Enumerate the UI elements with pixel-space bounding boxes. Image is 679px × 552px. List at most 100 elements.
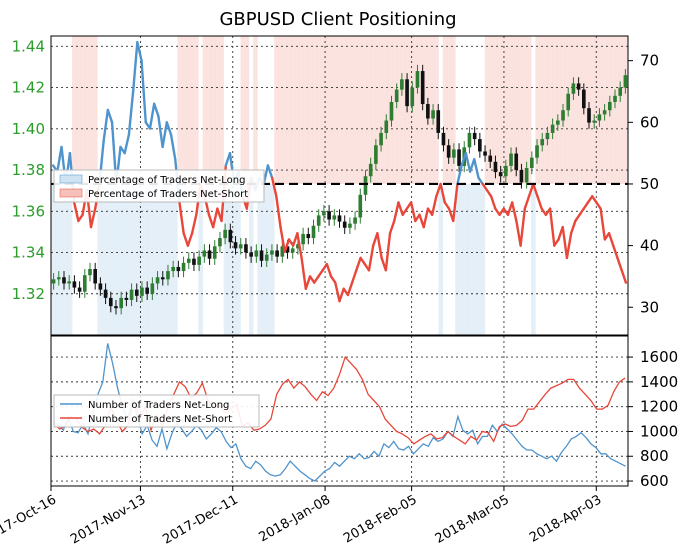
legend-swatch-net-long [59,174,83,184]
left-tick-label: 1.40 [12,120,45,138]
sentiment-stripe [160,183,166,335]
net-short-line-segment [338,287,345,303]
candle-body [254,250,259,257]
candle-body [327,211,331,220]
sentiment-stripe [354,36,359,184]
candle-body [556,120,560,125]
candle-body [134,289,139,296]
candle-body [358,194,363,218]
candle-body [607,101,612,111]
net-short-line-segment [325,262,333,278]
candle-body [524,167,529,183]
net-long-line-segment [473,158,480,179]
sentiment-stripe [493,36,498,184]
net-short-line-segment [443,201,451,210]
candle-body [93,269,98,284]
net-long-line-segment [157,114,164,149]
sentiment-stripe [312,36,317,184]
legend-label-net-long: Percentage of Traders Net-Long [88,175,246,186]
candle-body [72,281,77,288]
sentiment-stripe [177,36,182,184]
net-short-line-segment [485,188,493,198]
left-tick-label: 1.32 [12,285,45,303]
net-long-line-segment [169,133,177,161]
net-short-line-segment [304,275,312,290]
sentiment-stripe [105,183,111,335]
right-tick-label: 30 [640,298,659,316]
candle-body [223,229,227,239]
candle-body [623,75,628,88]
legend-label-count-long: Number of Traders Net-Long [88,400,229,411]
sentiment-stripe [51,183,56,335]
candle-body [446,145,451,158]
sentiment-stripe [556,36,561,184]
candle-body [493,161,498,173]
net-short-line-segment [574,213,581,223]
candle-body [426,104,430,119]
net-short-line-segment [89,207,97,229]
sentiment-stripe [467,183,473,335]
net-long-line-segment [140,59,147,124]
sentiment-stripe [392,36,397,184]
sentiment-stripe [135,183,140,335]
sentiment-stripe [80,36,85,184]
sentiment-stripe [223,183,229,335]
sentiment-stripe [480,183,486,335]
sentiment-stripe [257,183,262,335]
candle-body [389,101,394,121]
net-short-line-segment [384,232,392,272]
sentiment-stripe [143,183,149,335]
sentiment-stripe [202,36,208,184]
net-short-line-segment [523,195,531,210]
sentiment-stripe [328,36,334,184]
candle-body [410,87,415,107]
candle-body [374,145,378,164]
sentiment-stripe [569,36,574,184]
candle-body [394,89,399,102]
candle-body [587,108,591,123]
candle-body [581,89,586,109]
net-short-line-segment [561,225,569,260]
net-short-line-segment [409,201,417,223]
sentiment-stripe [417,36,422,184]
candle-body [566,93,571,111]
candle-body [108,297,113,307]
net-short-line-segment [186,232,194,247]
sentiment-stripe [430,36,435,184]
candle-body [197,256,201,265]
left-tick-label: 1.38 [12,161,45,179]
candle-body [166,271,170,280]
sentiment-stripe [307,36,313,184]
sentiment-stripe [152,183,157,335]
net-short-line-segment [359,256,366,266]
sentiment-stripe [434,36,439,184]
right-tick-label: 40 [640,237,659,255]
sentiment-stripe [484,36,490,184]
sentiment-stripe [320,36,326,184]
legend-label-count-short: Number of Traders Net-Short [88,414,232,425]
sentiment-stripe [72,36,77,184]
candle-body [353,217,357,224]
sentiment-stripe [400,36,406,184]
candle-body [592,120,597,123]
net-short-line-segment [296,232,303,260]
candle-body [124,297,129,300]
legend-label-net-short: Percentage of Traders Net-Short [88,189,248,200]
sentiment-stripe [383,36,389,184]
bottom-panel-frame [50,335,629,487]
sentiment-stripe [244,36,250,184]
candle-body [171,266,175,272]
net-long-line-segment [106,108,114,124]
net-short-line-segment [182,232,190,247]
candle-body [119,297,123,309]
right-tick-label: 50 [640,175,659,193]
candle-body [259,250,264,261]
net-short-line-segment [489,195,497,210]
right-tick-label: 600 [640,472,669,490]
candle-body [478,139,482,152]
sentiment-stripe [97,183,102,335]
sentiment-stripe [278,36,283,184]
sentiment-stripe [547,36,553,184]
sentiment-stripe [164,183,170,335]
right-tick-label: 1200 [640,398,678,416]
